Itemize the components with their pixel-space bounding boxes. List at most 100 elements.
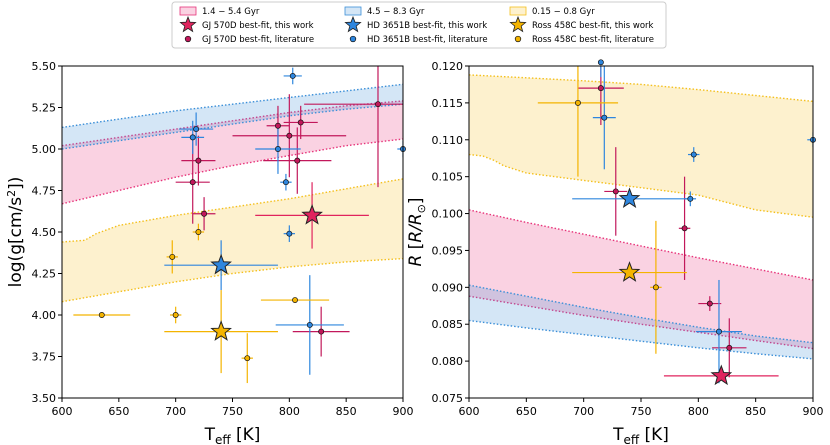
data-point xyxy=(597,85,604,92)
legend-swatch-dot xyxy=(514,35,522,43)
data-point xyxy=(318,328,325,335)
y-tick-label: 0.085 xyxy=(432,318,464,331)
data-point xyxy=(275,122,281,129)
radius-panel: 600 650 700 750 800 850 900 0.075 0.080 0.085 0.09… xyxy=(406,59,824,445)
age-band xyxy=(469,285,813,359)
y-tick-label: 4.75 xyxy=(32,185,57,198)
data-point xyxy=(687,195,694,202)
data-point xyxy=(652,284,659,291)
data-point xyxy=(289,73,296,79)
data-point xyxy=(716,328,722,335)
legend-swatch-star xyxy=(344,15,362,33)
legend-label: HD 3651B best-fit, this work xyxy=(367,21,487,31)
age-band xyxy=(62,100,403,204)
legend-label: Ross 458C best-fit, this work xyxy=(532,21,654,31)
data-point xyxy=(189,179,196,186)
x-tick-label: 750 xyxy=(631,405,652,418)
data-star xyxy=(618,187,641,209)
y-tick-label: 4.50 xyxy=(32,226,57,239)
x-tick-label: 800 xyxy=(279,405,300,418)
data-point xyxy=(681,225,688,232)
legend: 1.4 − 5.4 Gyr 4.5 − 8.3 Gyr 0.15 − 0.8 Gyr… xyxy=(171,1,667,49)
age-band-upper-edge xyxy=(62,100,403,147)
legend-label: 1.4 − 5.4 Gyr xyxy=(202,7,260,17)
legend-label: 0.15 − 0.8 Gyr xyxy=(532,7,595,17)
age-band-upper-edge xyxy=(469,74,813,103)
data-point xyxy=(201,210,208,217)
y-tick-label: 4.00 xyxy=(32,309,57,322)
data-star xyxy=(210,320,232,341)
x-tick-label: 650 xyxy=(516,405,537,418)
data-point xyxy=(286,230,293,237)
data-point xyxy=(195,157,202,164)
age-band xyxy=(62,84,403,149)
data-point xyxy=(574,99,581,106)
x-tick-label: 600 xyxy=(459,405,480,418)
y-tick-label: 5.25 xyxy=(32,102,57,115)
data-point xyxy=(726,344,733,351)
data-point xyxy=(286,132,293,139)
y-tick-label: 4.25 xyxy=(32,268,57,281)
data-point xyxy=(292,297,298,304)
age-band xyxy=(469,209,813,349)
data-point xyxy=(306,322,313,328)
y-tick-label: 0.075 xyxy=(432,392,464,405)
y-tick-label: 3.50 xyxy=(32,392,57,405)
y-tick-label: 5.00 xyxy=(32,143,57,156)
data-point xyxy=(275,146,281,152)
x-axis-label: Teff [K] xyxy=(612,425,669,445)
data-point xyxy=(612,188,619,195)
data-point xyxy=(375,101,381,108)
y-tick-label: 0.095 xyxy=(432,244,464,257)
legend-label: GJ 570D best-fit, this work xyxy=(202,21,314,31)
data-point xyxy=(282,179,289,186)
x-axis-label: Teff [K] xyxy=(204,425,261,445)
x-tick-label: 900 xyxy=(393,405,414,418)
x-tick-label: 800 xyxy=(688,405,709,418)
legend-label: 4.5 − 8.3 Gyr xyxy=(367,7,425,17)
data-star xyxy=(301,203,323,225)
data-point xyxy=(690,151,697,158)
x-tick-label: 650 xyxy=(108,405,129,418)
legend-swatch-star xyxy=(509,15,527,33)
age-band-upper-edge xyxy=(469,284,813,344)
y-tick-label: 0.080 xyxy=(432,355,464,368)
data-point xyxy=(98,312,105,318)
legend-swatch-band xyxy=(344,6,362,16)
y-tick-label: 0.100 xyxy=(432,208,464,221)
age-band-lower-edge xyxy=(62,103,403,150)
logg-panel: 600 650 700 750 800 850 900 3.50 3.75 4.00 4.25 4.5… xyxy=(5,60,414,445)
data-point xyxy=(297,119,304,126)
y-axis-label: R [R/R⊙] xyxy=(406,197,428,266)
x-tick-label: 600 xyxy=(52,405,73,418)
age-band-upper-edge xyxy=(469,209,813,281)
age-band-lower-edge xyxy=(62,257,403,303)
x-tick-label: 850 xyxy=(336,405,357,418)
age-band-upper-edge xyxy=(62,83,403,129)
plot-area xyxy=(469,66,813,384)
y-tick-label: 0.120 xyxy=(432,60,464,73)
y-tick-label: 0.105 xyxy=(432,171,464,184)
data-point xyxy=(294,157,301,164)
legend-swatch-dot xyxy=(184,35,192,43)
x-tick-label: 700 xyxy=(165,405,186,418)
data-star xyxy=(618,261,641,282)
y-tick-label: 0.115 xyxy=(432,97,464,110)
data-point xyxy=(706,300,713,307)
x-tick-label: 900 xyxy=(803,405,824,418)
y-axis-label: log(g[cm/s2]) xyxy=(5,177,26,288)
data-point xyxy=(193,126,200,133)
legend-swatch-star xyxy=(179,15,197,33)
age-band xyxy=(469,74,813,218)
y-tick-label: 3.75 xyxy=(32,351,57,364)
x-tick-label: 750 xyxy=(222,405,243,418)
data-point xyxy=(601,114,608,121)
data-star xyxy=(710,364,733,386)
legend-label: HD 3651B best-fit, literature xyxy=(367,35,488,45)
data-point xyxy=(244,355,251,362)
legend-label: GJ 570D best-fit, literature xyxy=(202,35,314,45)
y-tick-label: 0.110 xyxy=(432,134,464,147)
age-band xyxy=(62,178,403,302)
plot-area xyxy=(62,66,403,384)
